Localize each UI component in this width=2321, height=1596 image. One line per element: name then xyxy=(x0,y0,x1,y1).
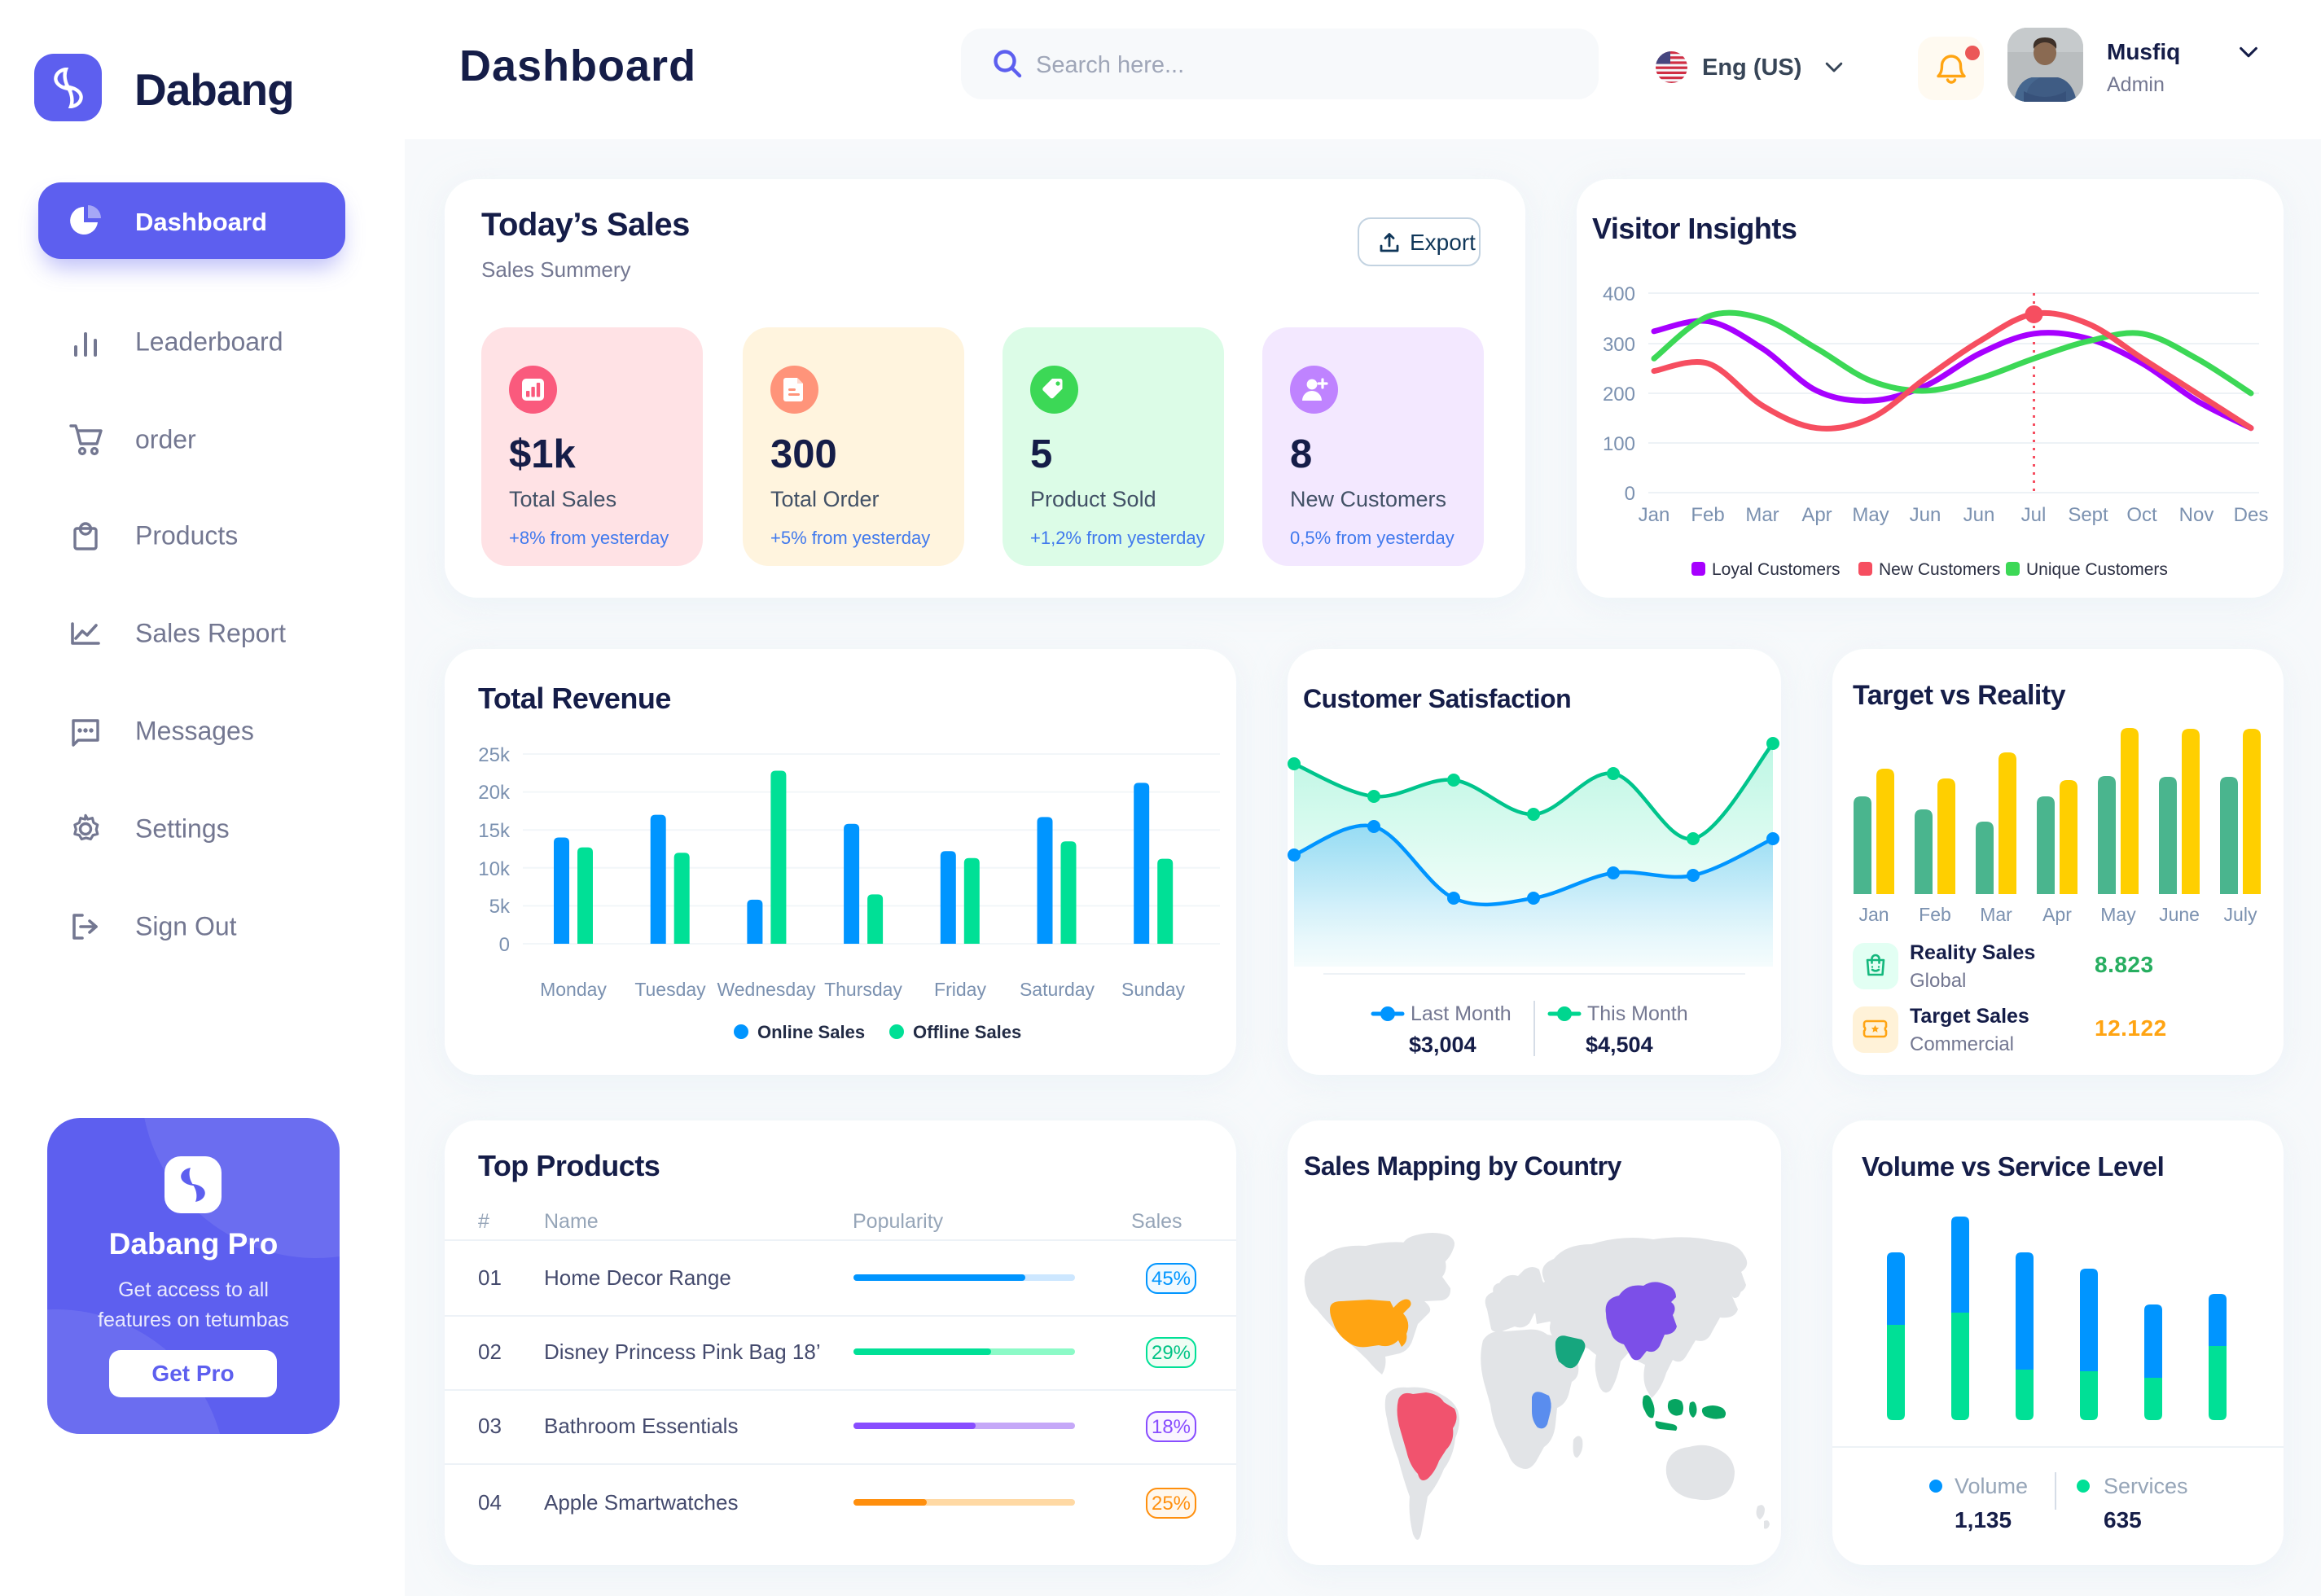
svg-text:Nov: Nov xyxy=(2179,504,2214,526)
svg-text:Mar: Mar xyxy=(1980,904,2012,925)
svg-text:Sunday: Sunday xyxy=(1121,979,1186,1000)
svg-text:Loyal Customers: Loyal Customers xyxy=(1712,560,1841,579)
svg-text:5k: 5k xyxy=(489,896,511,918)
svg-text:Feb: Feb xyxy=(1919,904,1951,925)
svg-text:Mar: Mar xyxy=(1745,504,1779,526)
svg-text:635: 635 xyxy=(2104,1507,2142,1532)
svg-text:Apr: Apr xyxy=(2042,904,2072,925)
svg-text:$3,004: $3,004 xyxy=(1409,1033,1476,1057)
svg-text:1,135: 1,135 xyxy=(1955,1507,2012,1532)
svg-text:Last Month: Last Month xyxy=(1411,1002,1512,1025)
svg-text:Services: Services xyxy=(2104,1474,2188,1498)
svg-text:Thursday: Thursday xyxy=(824,979,902,1000)
svg-text:Jan: Jan xyxy=(1858,904,1889,925)
svg-text:0: 0 xyxy=(499,934,510,956)
svg-text:Jun: Jun xyxy=(1910,504,1941,526)
svg-text:Oct: Oct xyxy=(2126,504,2157,526)
svg-text:100: 100 xyxy=(1603,433,1635,455)
svg-text:15k: 15k xyxy=(478,820,511,842)
svg-text:400: 400 xyxy=(1603,283,1635,305)
svg-text:July: July xyxy=(2224,904,2257,925)
svg-text:New Customers: New Customers xyxy=(1879,560,2000,579)
svg-text:Jul: Jul xyxy=(2021,504,2047,526)
svg-text:Unique Customers: Unique Customers xyxy=(2026,560,2168,579)
svg-text:This Month: This Month xyxy=(1587,1002,1688,1025)
svg-text:Jan: Jan xyxy=(1639,504,1670,526)
svg-text:20k: 20k xyxy=(478,782,511,804)
svg-text:Friday: Friday xyxy=(934,979,986,1000)
svg-text:Wednesday: Wednesday xyxy=(717,979,816,1000)
svg-text:June: June xyxy=(2159,904,2200,925)
svg-text:Des: Des xyxy=(2234,504,2269,526)
svg-text:Apr: Apr xyxy=(1801,504,1832,526)
svg-text:0: 0 xyxy=(1625,483,1635,505)
svg-text:Jun: Jun xyxy=(1963,504,1995,526)
svg-text:Sept: Sept xyxy=(2068,504,2108,526)
svg-text:25k: 25k xyxy=(478,744,511,766)
svg-text:Online Sales: Online Sales xyxy=(757,1022,865,1042)
svg-text:200: 200 xyxy=(1603,384,1635,406)
svg-text:Feb: Feb xyxy=(1691,504,1724,526)
svg-text:Tuesday: Tuesday xyxy=(634,979,706,1000)
svg-text:Monday: Monday xyxy=(540,979,607,1000)
svg-text:Volume: Volume xyxy=(1955,1474,2028,1498)
svg-text:10k: 10k xyxy=(478,858,511,880)
svg-text:300: 300 xyxy=(1603,334,1635,356)
svg-text:$4,504: $4,504 xyxy=(1586,1033,1653,1057)
svg-text:May: May xyxy=(1852,504,1889,526)
svg-text:May: May xyxy=(2100,904,2136,925)
svg-text:Offline Sales: Offline Sales xyxy=(913,1022,1021,1042)
svg-text:Saturday: Saturday xyxy=(1020,979,1095,1000)
